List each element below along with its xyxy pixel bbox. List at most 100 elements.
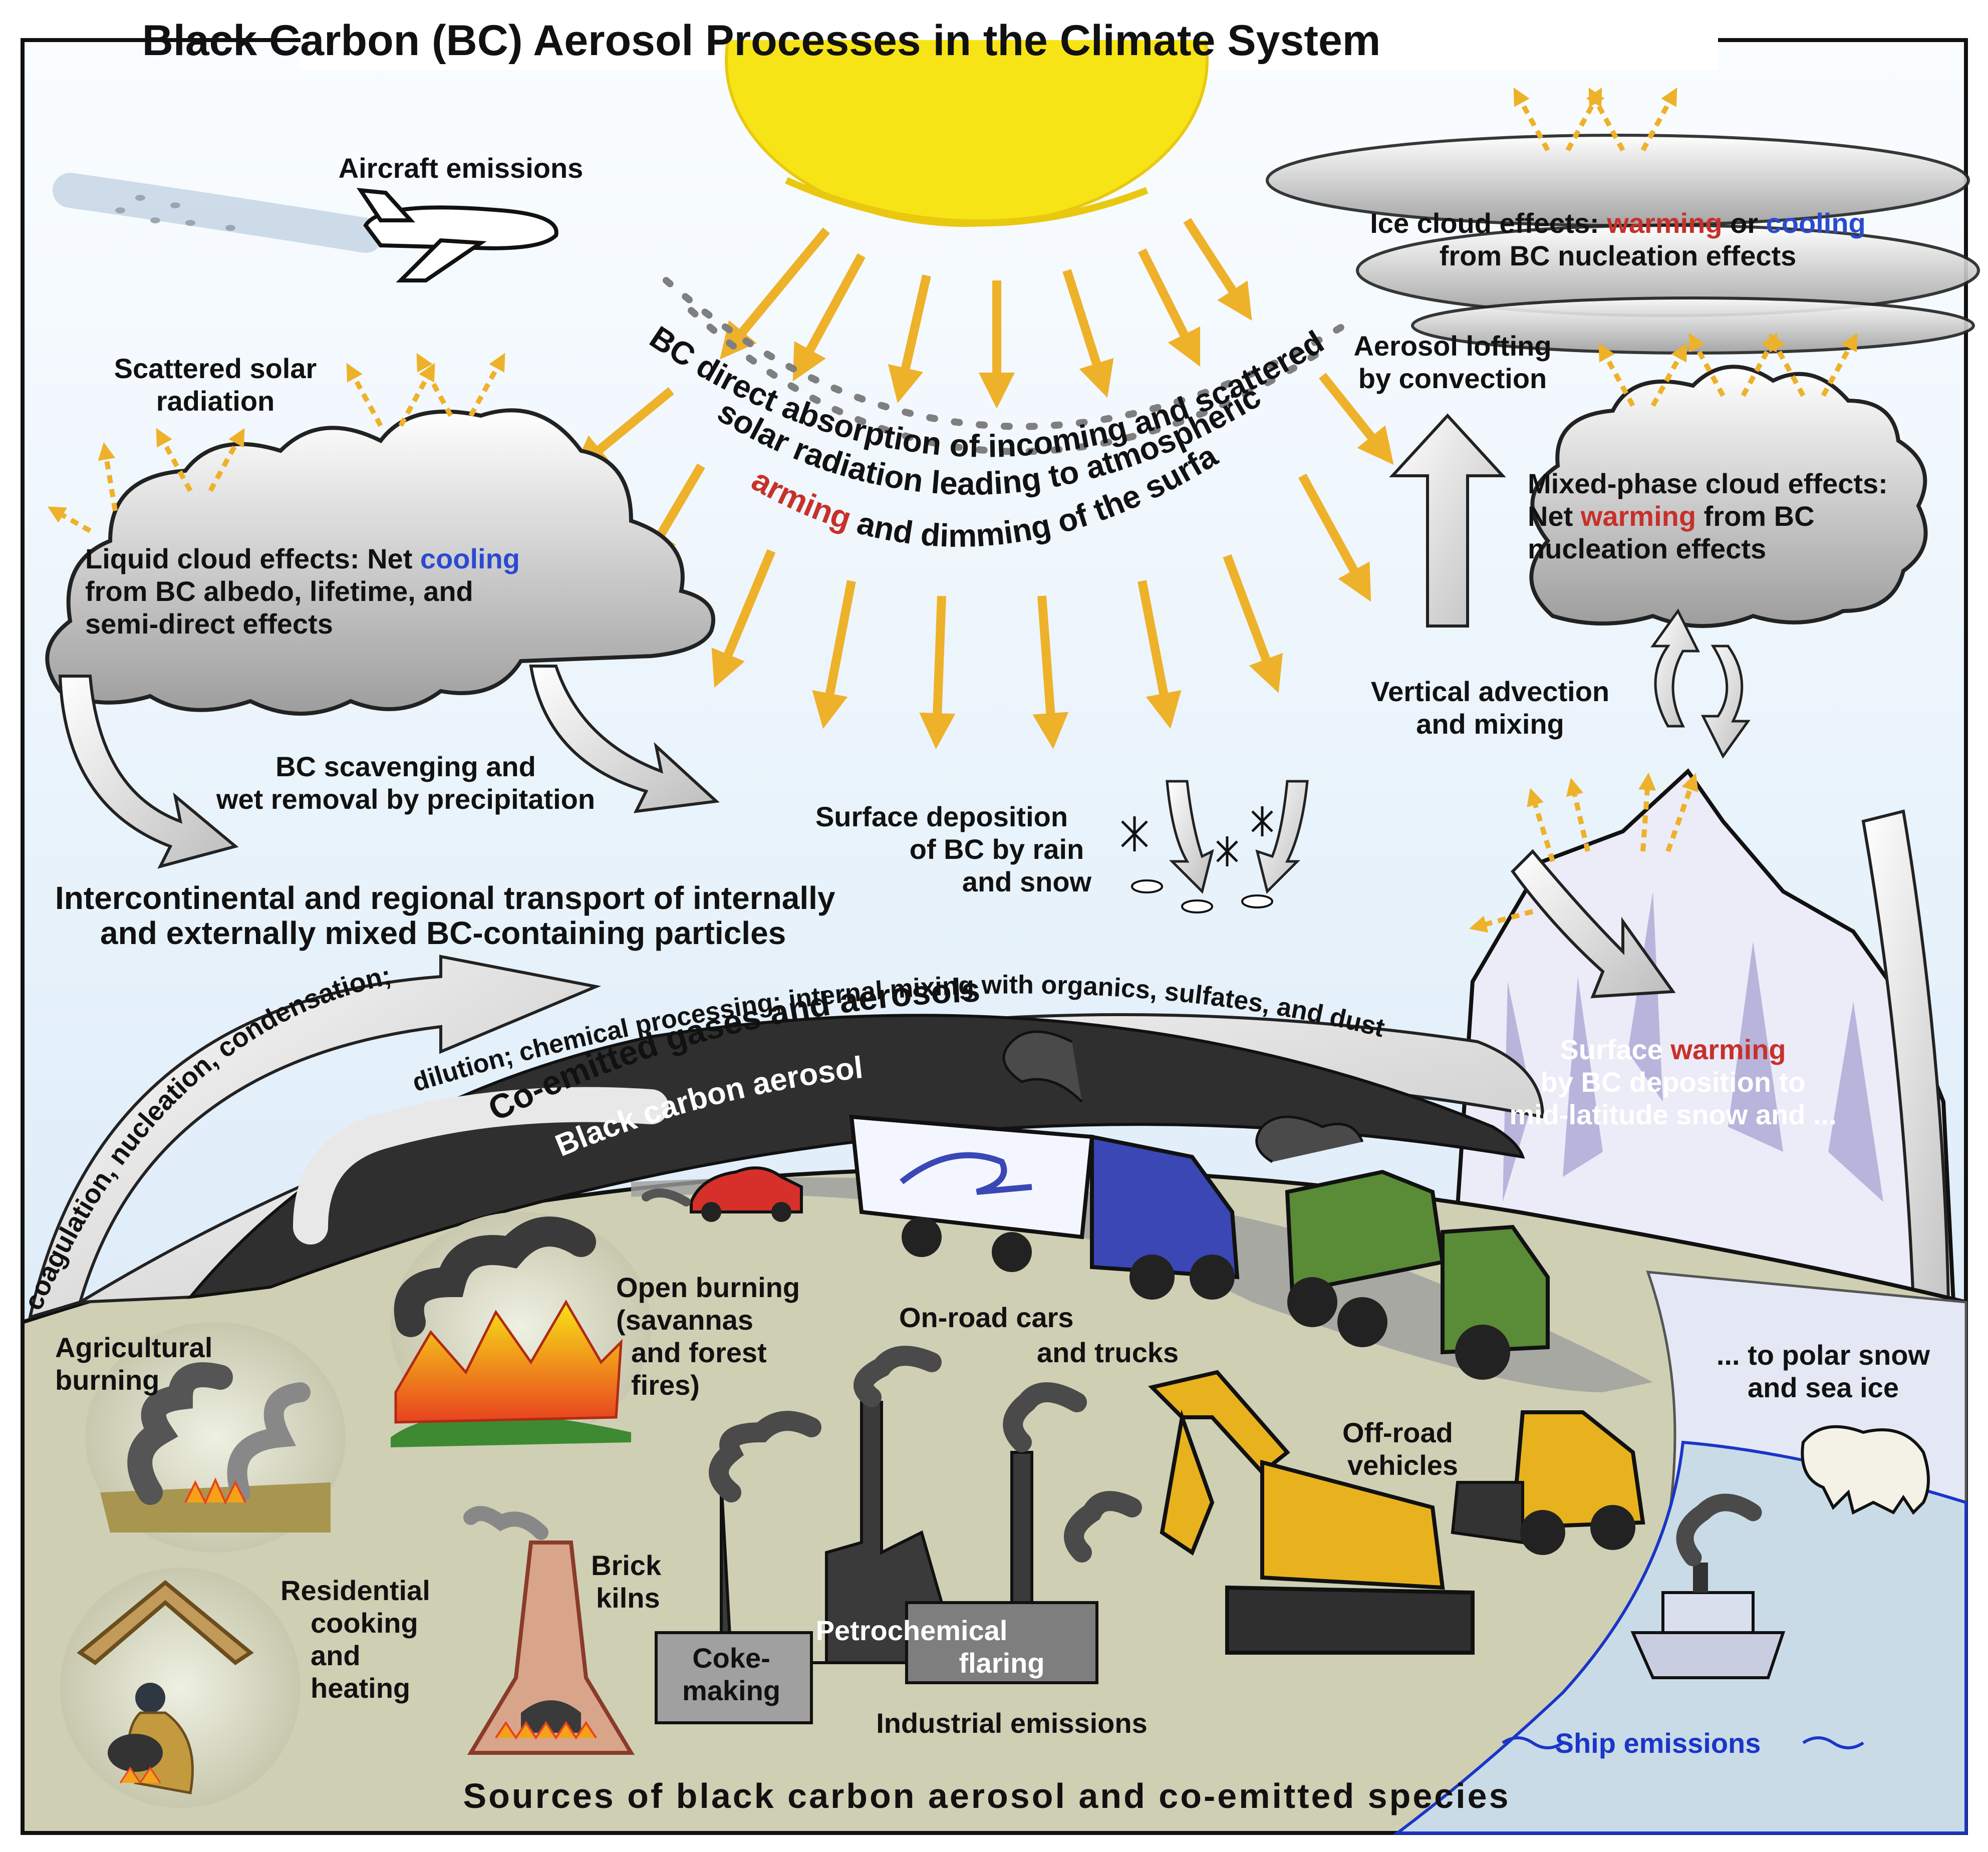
sun-ray [1138,580,1182,729]
label-mixed-3: nucleation effects [1528,533,1766,564]
label-mixed-warming: warming [1580,500,1696,532]
label-ice-2: from BC nucleation effects [1440,240,1797,271]
ice-cloud-scatter-arrows [1513,87,1677,152]
airplane-tail [356,188,416,222]
residential-cooking-icon [60,1568,301,1808]
sun-ray [1318,373,1394,465]
polar-bear-icon [1801,1425,1930,1515]
label-open-3: and forest [631,1337,767,1368]
exhaust-smoke [1255,1115,1364,1163]
label-polar-1: ... to polar snow [1717,1339,1930,1371]
footer-title: Sources of black carbon aerosol and co-e… [463,1776,1510,1815]
lofting-arrow [1389,413,1506,628]
excavator-icon [1148,1370,1475,1655]
label-lofting-2: by convection [1358,363,1547,394]
label-surfdep-3: and snow [962,866,1092,897]
label-coke-2: making [682,1675,780,1706]
label-open-2: (savannas [616,1304,753,1336]
sun-ray [1183,218,1252,321]
sun-ray [1298,473,1371,602]
ship-icon [1630,1493,1786,1679]
sun-ray [919,595,956,749]
industrial-icon [655,1346,1142,1724]
label-liquid-cooling: cooling [420,543,520,574]
label-onroad-2: and trucks [1037,1337,1179,1368]
aircraft [53,173,558,282]
label-petro-1: Petrochemical [816,1615,1008,1646]
page-title: Black Carbon (BC) Aerosol Processes in t… [142,17,1381,65]
label-scav-2: wet removal by precipitation [216,783,595,815]
label-surfwarm-3: mid-latitude snow and ... [1509,1099,1836,1130]
label-liquid-3: semi-direct effects [85,608,333,640]
label-scav-1: BC scavenging and [275,751,536,782]
label-surfwarm-1: Surface warming [1560,1034,1786,1065]
label-agri-2: burning [55,1364,159,1396]
skid-loader-icon [1451,1410,1645,1555]
sun-ray [792,253,866,382]
advection-arrow-to-snow [1511,849,1676,999]
scavenging-arrow-right [529,665,720,813]
label-scattered-1: Scattered solar [114,353,317,384]
deposited-particles [1131,879,1273,913]
label-liquid-2: from BC albedo, lifetime, and [85,575,473,607]
contrail [53,173,383,253]
label-offroad-1: Off-road [1342,1417,1453,1448]
label-mixed-2: Net warming from BC [1528,500,1815,532]
deposition-arrow [1255,780,1309,894]
mixed-cloud-scatter-arrows [1598,333,1858,407]
contrail-particles [115,195,235,231]
label-transport-2: and externally mixed BC-containing parti… [100,915,786,951]
label-liquid-1: Liquid cloud effects: Net cooling [85,543,520,574]
scavenging-arrow-left [58,675,239,869]
label-lofting-1: Aerosol lofting [1353,330,1551,362]
label-open-1: Open burning [616,1272,800,1303]
sun-ray [720,227,830,360]
mixed-phase-cloud [1529,365,1928,628]
vertical-up-arrow [1650,608,1700,728]
label-ship: Ship emissions [1555,1727,1761,1759]
dump-truck-icon [1255,1115,1550,1380]
label-surfdep-1: Surface deposition [815,801,1068,832]
deposition-arrow [1166,780,1214,894]
label-surfdep-2: of BC by rain [910,833,1084,865]
label-offroad-2: vehicles [1347,1449,1458,1481]
aerosol-band [688,307,1326,455]
label-resid-2: cooking [311,1607,418,1639]
black-carbon-plume [186,1014,1525,1299]
cloud-shape [1529,365,1928,628]
label-ice-cooling: cooling [1766,207,1866,239]
road [631,1177,1653,1392]
label-ice-1: Ice cloud effects: warming or cooling [1370,207,1866,239]
label-surfwarm-warming: warming [1670,1034,1786,1065]
label-vertical-2: and mixing [1416,708,1564,740]
sun-ray [1138,248,1201,367]
open-burning-icon [391,1212,651,1447]
label-industrial: Industrial emissions [876,1707,1148,1739]
sun-shading [785,177,1149,227]
sky-aerosols [663,277,1356,455]
sun-ray [572,387,674,472]
car-icon [642,1166,803,1222]
label-ice-warming: warming [1606,207,1722,239]
sun-clip [651,0,1282,40]
label-brick-1: Brick [591,1550,662,1581]
sun-ray [1223,554,1283,693]
airplane-wing [396,238,487,282]
sun-ray [711,549,776,688]
label-coke-1: Coke- [692,1642,770,1674]
label-brick-2: kilns [596,1582,660,1614]
label-polar-2: and sea ice [1748,1372,1899,1403]
label-resid-1: Residential [280,1575,430,1606]
sun-ray [888,274,931,404]
label-scattered-2: radiation [156,385,274,417]
bc-plume-highlight [293,1087,669,1245]
label-vertical-1: Vertical advection [1371,676,1609,707]
truck-icon [849,1030,1240,1300]
snow-reflect-arrows [1469,772,1698,933]
label-petro-2: flaring [959,1647,1044,1679]
label-surfwarm-2: by BC deposition to [1541,1066,1806,1098]
label-transport-1: Intercontinental and regional transport … [55,880,835,916]
label-resid-4: heating [311,1672,410,1704]
